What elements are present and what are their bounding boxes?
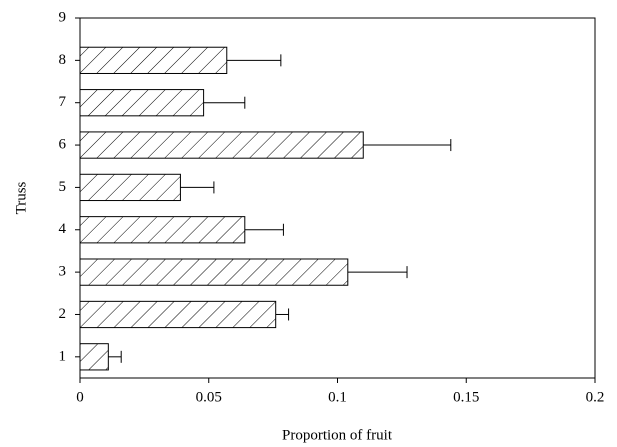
bar bbox=[79, 258, 349, 286]
bar bbox=[79, 300, 277, 329]
y-tick-label: 8 bbox=[59, 52, 67, 68]
y-tick-label: 4 bbox=[59, 221, 67, 237]
y-tick-label: 3 bbox=[59, 264, 67, 280]
bar bbox=[79, 131, 364, 159]
x-tick-label: 0.2 bbox=[586, 389, 605, 405]
y-tick-label: 2 bbox=[59, 306, 67, 322]
y-tick-label: 6 bbox=[59, 136, 67, 152]
bar bbox=[79, 89, 205, 117]
bar bbox=[79, 343, 109, 371]
x-tick-label: 0.05 bbox=[196, 389, 222, 405]
bar bbox=[79, 46, 228, 74]
y-tick-label: 1 bbox=[59, 348, 67, 364]
y-tick-label: 9 bbox=[59, 9, 67, 25]
x-tick-label: 0.15 bbox=[453, 389, 479, 405]
y-tick-label: 7 bbox=[59, 94, 67, 110]
x-tick-label: 0 bbox=[76, 389, 84, 405]
y-axis-label: Truss bbox=[13, 181, 29, 214]
x-tick-label: 0.1 bbox=[328, 389, 347, 405]
bar bbox=[79, 216, 246, 244]
y-tick-label: 5 bbox=[59, 179, 67, 195]
x-axis-label: Proportion of fruit bbox=[282, 427, 393, 443]
bar bbox=[79, 173, 181, 202]
